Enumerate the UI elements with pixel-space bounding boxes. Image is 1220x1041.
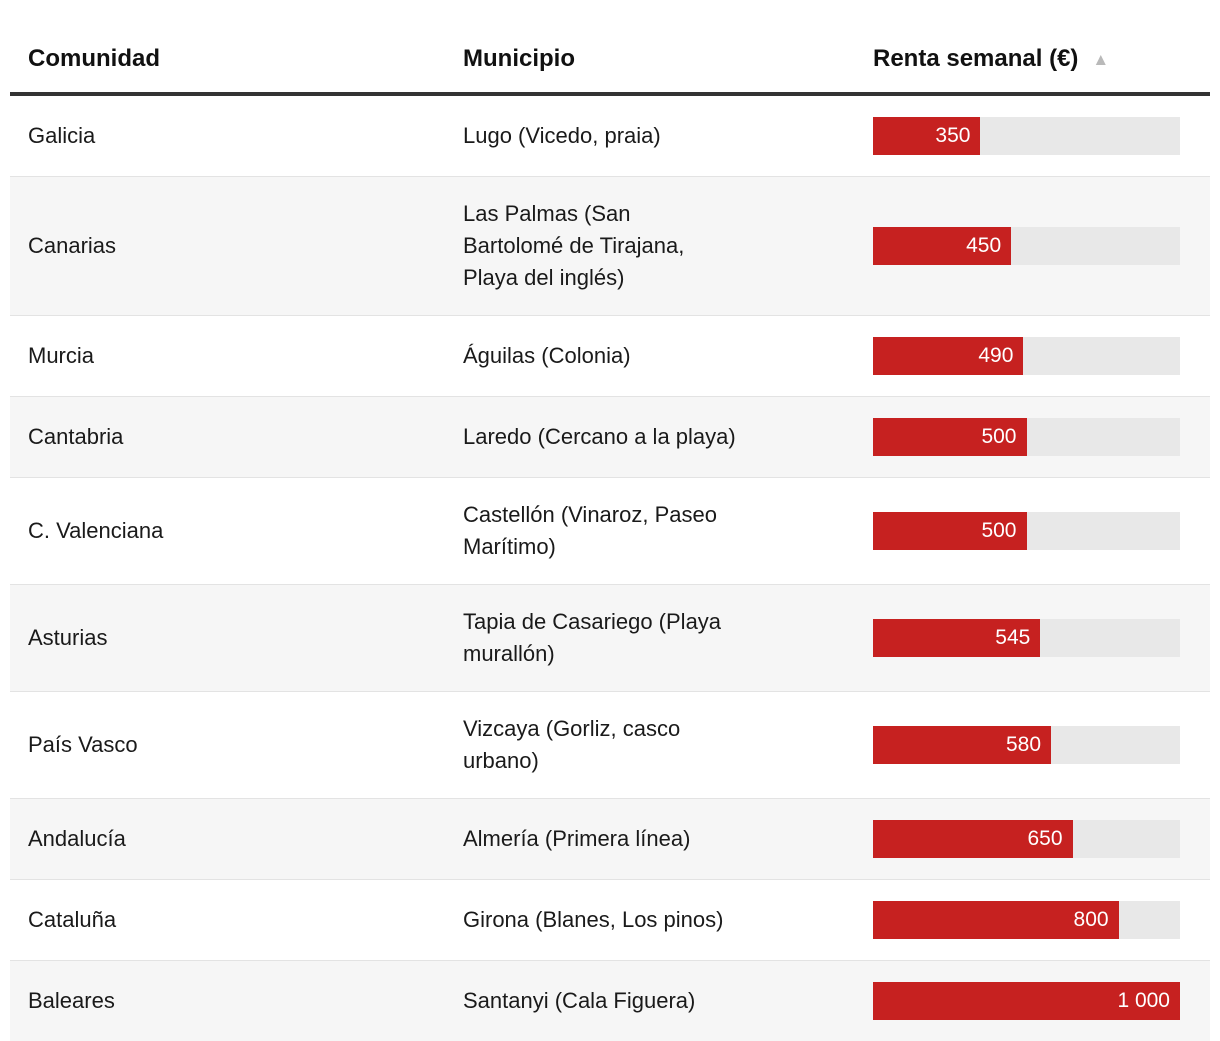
bar-track: 650 [873, 820, 1180, 858]
bar-track: 800 [873, 901, 1180, 939]
table-row: C. Valenciana Castellón (Vinaroz, Paseo … [10, 477, 1210, 584]
bar-value-label: 490 [978, 344, 1014, 367]
bar-value-label: 650 [1027, 827, 1063, 850]
comunidad-cell: Andalucía [28, 826, 126, 851]
bar-fill: 800 [873, 901, 1119, 939]
comunidad-cell: Asturias [28, 625, 108, 650]
comunidad-cell: País Vasco [28, 732, 138, 757]
bar-track: 500 [873, 512, 1180, 550]
renta-cell: 580 [873, 726, 1180, 764]
table-row: País Vasco Vizcaya (Gorliz, casco urbano… [10, 691, 1210, 798]
bar-fill: 650 [873, 820, 1073, 858]
municipio-cell: Santanyi (Cala Figuera) [463, 988, 696, 1013]
municipio-cell: Lugo (Vicedo, praia) [463, 123, 661, 148]
table-row: Cantabria Laredo (Cercano a la playa) 50… [10, 396, 1210, 477]
comunidad-cell: C. Valenciana [28, 518, 164, 543]
comunidad-cell: Baleares [28, 988, 115, 1013]
bar-fill: 500 [873, 418, 1027, 456]
bar-fill: 580 [873, 726, 1052, 764]
bar-track: 500 [873, 418, 1180, 456]
comunidad-cell: Galicia [28, 123, 96, 148]
table-row: Baleares Santanyi (Cala Figuera) 1 000 [10, 960, 1210, 1041]
municipio-cell: Girona (Blanes, Los pinos) [463, 907, 724, 932]
bar-value-label: 580 [1006, 733, 1042, 756]
bar-fill: 490 [873, 337, 1024, 375]
bar-fill: 1 000 [873, 982, 1180, 1020]
bar-track: 490 [873, 337, 1180, 375]
renta-cell: 490 [873, 337, 1180, 375]
municipio-cell: Las Palmas (San Bartolomé de Tirajana, P… [463, 201, 685, 290]
comunidad-cell: Murcia [28, 343, 95, 368]
bar-fill: 350 [873, 117, 981, 155]
comunidad-cell: Canarias [28, 233, 117, 258]
bar-value-label: 500 [981, 519, 1017, 542]
bar-fill: 500 [873, 512, 1027, 550]
table-header: Comunidad Municipio Renta semanal (€) ▲ [10, 0, 1210, 96]
bar-fill: 450 [873, 227, 1012, 265]
table-body: Galicia Lugo (Vicedo, praia) 350 Canaria… [10, 96, 1210, 1041]
table-row: Galicia Lugo (Vicedo, praia) 350 [10, 96, 1210, 176]
comunidad-cell: Cantabria [28, 424, 124, 449]
renta-cell: 500 [873, 418, 1180, 456]
bar-track: 350 [873, 117, 1180, 155]
bar-fill: 545 [873, 619, 1041, 657]
renta-cell: 450 [873, 227, 1180, 265]
bar-value-label: 800 [1073, 908, 1109, 931]
renta-cell: 800 [873, 901, 1180, 939]
bar-value-label: 350 [935, 124, 971, 147]
column-header-municipio[interactable]: Municipio [463, 45, 575, 72]
table-row: Asturias Tapia de Casariego (Playa mural… [10, 584, 1210, 691]
table-row: Andalucía Almería (Primera línea) 650 [10, 798, 1210, 879]
comunidad-cell: Cataluña [28, 907, 117, 932]
sort-ascending-icon[interactable]: ▲ [1092, 49, 1110, 69]
municipio-cell: Águilas (Colonia) [463, 343, 631, 368]
municipio-cell: Castellón (Vinaroz, Paseo Marítimo) [463, 502, 717, 559]
bar-track: 580 [873, 726, 1180, 764]
renta-cell: 1 000 [873, 982, 1180, 1020]
column-header-comunidad[interactable]: Comunidad [28, 45, 160, 72]
municipio-cell: Almería (Primera línea) [463, 826, 691, 851]
renta-cell: 350 [873, 117, 1180, 155]
municipio-cell: Vizcaya (Gorliz, casco urbano) [463, 716, 681, 773]
rent-table: Comunidad Municipio Renta semanal (€) ▲ … [10, 0, 1210, 1041]
column-header-renta[interactable]: Renta semanal (€) ▲ [873, 44, 1180, 74]
renta-cell: 650 [873, 820, 1180, 858]
table-row: Cataluña Girona (Blanes, Los pinos) 800 [10, 879, 1210, 960]
column-header-renta-label: Renta semanal (€) [873, 45, 1079, 72]
bar-track: 1 000 [873, 982, 1180, 1020]
bar-value-label: 545 [995, 626, 1031, 649]
table-row: Murcia Águilas (Colonia) 490 [10, 315, 1210, 396]
bar-value-label: 500 [981, 425, 1017, 448]
municipio-cell: Tapia de Casariego (Playa murallón) [463, 609, 722, 666]
renta-cell: 545 [873, 619, 1180, 657]
bar-track: 545 [873, 619, 1180, 657]
bar-value-label: 1 000 [1117, 989, 1170, 1012]
bar-value-label: 450 [966, 234, 1002, 257]
renta-cell: 500 [873, 512, 1180, 550]
table-row: Canarias Las Palmas (San Bartolomé de Ti… [10, 176, 1210, 315]
municipio-cell: Laredo (Cercano a la playa) [463, 424, 736, 449]
bar-track: 450 [873, 227, 1180, 265]
